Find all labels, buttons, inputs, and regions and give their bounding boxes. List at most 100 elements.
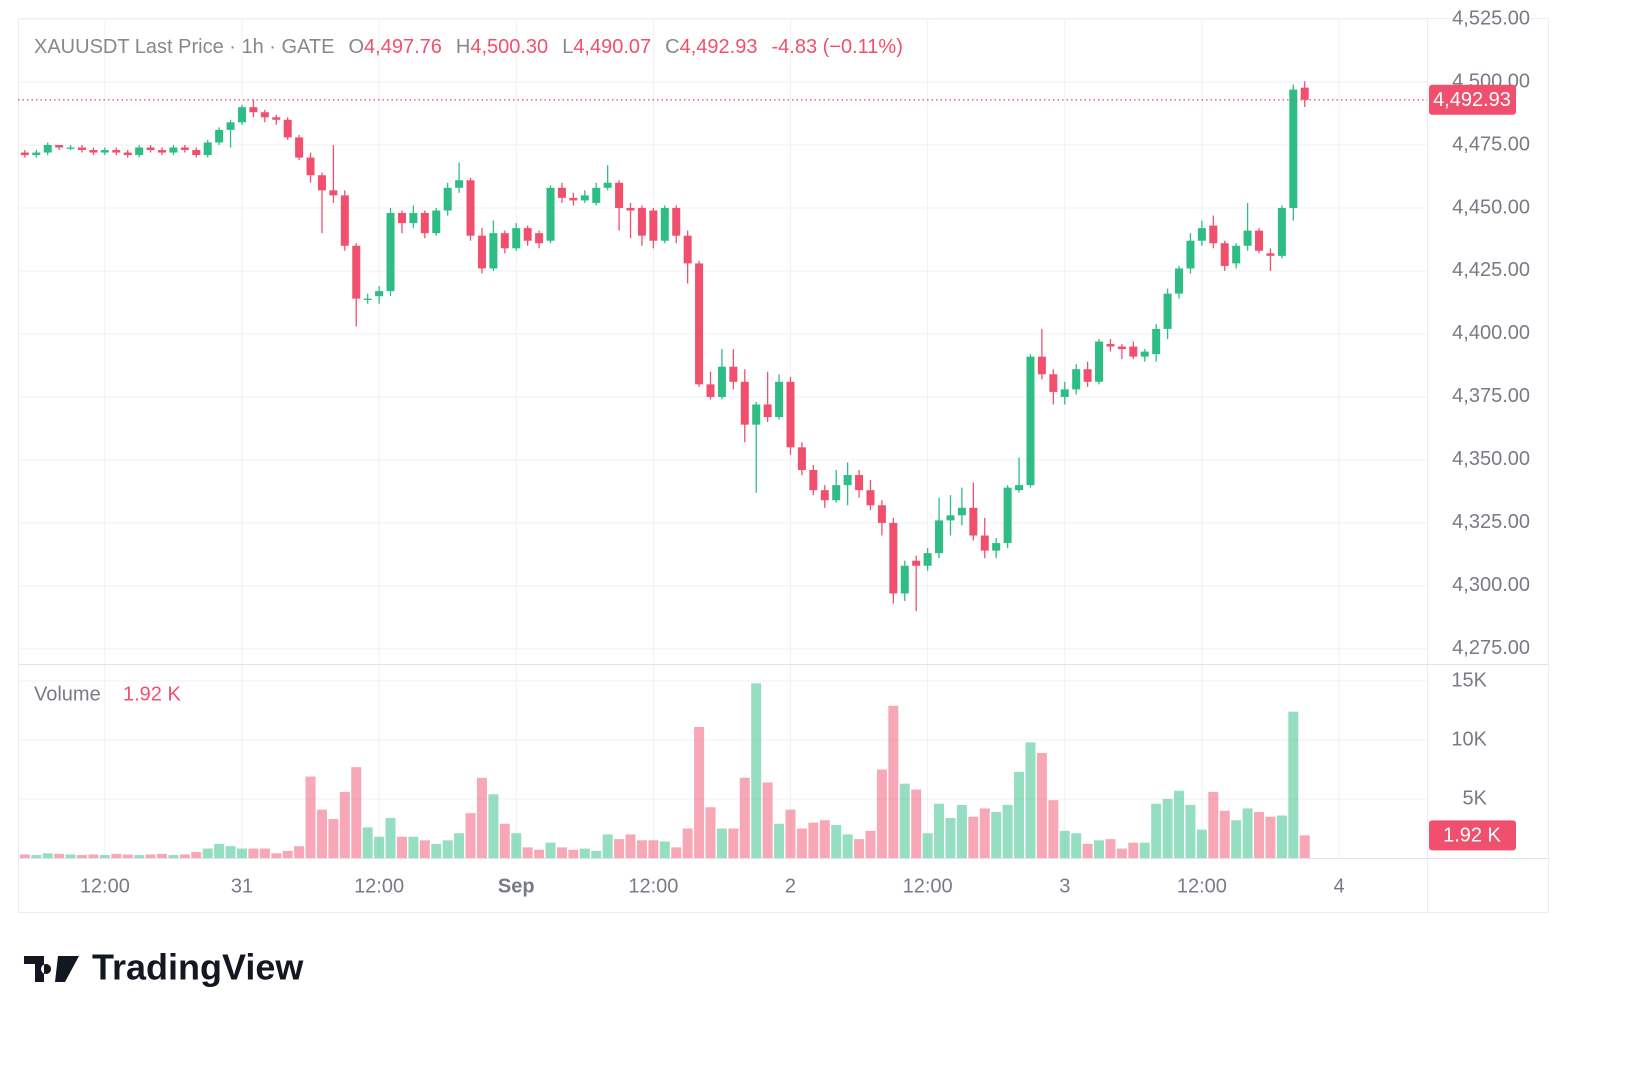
volume-bar	[545, 842, 556, 858]
candle-body	[420, 213, 429, 234]
y-tick-label: 4,350.00	[1452, 448, 1530, 470]
y-tick-label: 4,275.00	[1452, 637, 1530, 659]
candle-body	[729, 366, 738, 382]
volume-bar	[751, 683, 762, 858]
candle-body	[1255, 230, 1264, 251]
volume-bar	[156, 853, 167, 858]
candle-body	[1003, 487, 1012, 544]
candle-body	[969, 507, 978, 536]
candle-body	[43, 144, 52, 153]
candle-body	[832, 485, 841, 501]
volume-bar	[636, 840, 647, 858]
candle-body	[489, 233, 498, 269]
candle-body	[1106, 344, 1115, 347]
ohlc-legend: XAUUSDT Last Price · 1h · GATE O4,497.76 H…	[34, 36, 903, 58]
volume-bar	[1014, 771, 1025, 858]
frame	[18, 18, 1549, 913]
y2-tick-label: 15K	[1451, 669, 1487, 691]
candle-body	[363, 298, 372, 300]
candle-body	[797, 447, 806, 471]
candle-body	[249, 107, 258, 113]
candle-body	[386, 213, 395, 292]
candle-body	[740, 381, 749, 425]
volume-bar	[362, 827, 373, 858]
volume-bar	[419, 840, 430, 858]
candle-body	[992, 543, 1001, 551]
candle-body	[135, 147, 144, 156]
legend-c-label: C	[665, 36, 679, 58]
volume-bar	[316, 809, 327, 858]
volume-bar	[808, 822, 819, 858]
candle-body	[706, 384, 715, 397]
volume-bar	[1094, 840, 1105, 858]
candle-body	[283, 119, 292, 138]
volume-bar	[762, 782, 773, 858]
brand-name: TradingView	[92, 947, 304, 988]
volume-axis-label: 1.92 K	[1443, 825, 1501, 847]
volume-bar	[476, 777, 487, 858]
volume-bar	[1116, 848, 1127, 858]
x-tick-label: 12:00	[1177, 875, 1227, 897]
candle-body	[203, 142, 212, 156]
candle-body	[1060, 389, 1069, 397]
volume-bar	[568, 849, 579, 858]
volume-bar	[854, 839, 865, 858]
candle-body	[672, 207, 681, 236]
candle-body	[912, 560, 921, 566]
volume-bar	[396, 836, 407, 858]
volume-bar	[442, 840, 453, 858]
candle-body	[523, 228, 532, 241]
candle-body	[352, 245, 361, 299]
candle-body	[1186, 240, 1195, 269]
marks	[19, 81, 1310, 858]
candle-body	[260, 112, 269, 118]
x-tick-label: 12:00	[628, 875, 678, 897]
candle-body	[637, 207, 646, 236]
candle-body	[215, 129, 224, 143]
candle-body	[900, 565, 909, 594]
volume-value-box	[1429, 820, 1516, 851]
candle-body	[272, 117, 281, 120]
legend-h: 4,500.30	[470, 36, 548, 58]
candle-body	[855, 475, 864, 491]
candle-body	[649, 210, 658, 241]
volume-bar	[168, 855, 179, 858]
candle-body	[752, 404, 761, 425]
volume-bar	[785, 809, 796, 858]
y-tick-label: 4,475.00	[1452, 133, 1530, 155]
candle-body	[443, 187, 452, 211]
volume-bar	[374, 836, 385, 858]
candle-body	[1289, 89, 1298, 208]
volume-bar	[271, 853, 282, 858]
volume-bar	[351, 767, 362, 858]
x-tick-label: Sep	[498, 875, 535, 897]
candle-body	[660, 207, 669, 241]
volume-bar	[145, 854, 156, 858]
candle-body	[786, 381, 795, 448]
legend-o-label: O	[348, 36, 364, 58]
candle-body	[32, 152, 41, 156]
candle-body	[1072, 369, 1081, 390]
volume-bar	[76, 855, 87, 858]
volume-bar	[591, 850, 602, 858]
candle-body	[397, 213, 406, 224]
volume-bar	[614, 839, 625, 858]
y-tick-label: 4,325.00	[1452, 511, 1530, 533]
candle-body	[112, 150, 121, 153]
candle-body	[295, 137, 304, 158]
volume-bar	[819, 820, 830, 858]
volume-bar	[831, 824, 842, 858]
volume-bar	[1082, 843, 1093, 858]
volume-bar	[934, 803, 945, 858]
volume-bar	[1048, 800, 1059, 858]
volume-bar	[1219, 810, 1230, 858]
volume-bar	[1036, 752, 1047, 858]
last-price-box	[1429, 84, 1516, 115]
candle-body	[512, 228, 521, 249]
volume-bar	[1299, 835, 1310, 858]
last-price-label: 4,492.93	[1433, 89, 1511, 111]
volume-bar	[202, 848, 213, 858]
candle-body	[500, 233, 509, 249]
candle-body	[157, 150, 166, 153]
